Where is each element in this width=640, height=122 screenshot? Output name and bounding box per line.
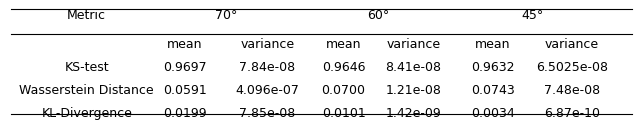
Text: Metric: Metric	[67, 9, 106, 22]
Text: 0.9632: 0.9632	[471, 61, 515, 74]
Text: 0.0101: 0.0101	[322, 107, 365, 120]
Text: 0.0700: 0.0700	[322, 84, 365, 97]
Text: mean: mean	[326, 38, 362, 51]
Text: 0.9697: 0.9697	[163, 61, 207, 74]
Text: variance: variance	[387, 38, 440, 51]
Text: 1.21e-08: 1.21e-08	[385, 84, 442, 97]
Text: KL-Divergence: KL-Divergence	[41, 107, 132, 120]
Text: 0.9646: 0.9646	[322, 61, 365, 74]
Text: 6.5025e-08: 6.5025e-08	[536, 61, 608, 74]
Text: KS-test: KS-test	[65, 61, 109, 74]
Text: 45°: 45°	[521, 9, 543, 22]
Text: 4.096e-07: 4.096e-07	[236, 84, 300, 97]
Text: Wasserstein Distance: Wasserstein Distance	[19, 84, 154, 97]
Text: variance: variance	[241, 38, 294, 51]
Text: mean: mean	[167, 38, 203, 51]
Text: 0.0743: 0.0743	[471, 84, 515, 97]
Text: 60°: 60°	[367, 9, 390, 22]
Text: mean: mean	[475, 38, 511, 51]
Text: 70°: 70°	[215, 9, 237, 22]
Text: 0.0034: 0.0034	[471, 107, 515, 120]
Text: 7.48e-08: 7.48e-08	[544, 84, 600, 97]
Text: 0.0591: 0.0591	[163, 84, 207, 97]
Text: 8.41e-08: 8.41e-08	[385, 61, 442, 74]
Text: 1.42e-09: 1.42e-09	[385, 107, 441, 120]
Text: 7.84e-08: 7.84e-08	[239, 61, 296, 74]
Text: 0.0199: 0.0199	[163, 107, 207, 120]
Text: 6.87e-10: 6.87e-10	[544, 107, 600, 120]
Text: 7.85e-08: 7.85e-08	[239, 107, 296, 120]
Text: variance: variance	[545, 38, 599, 51]
